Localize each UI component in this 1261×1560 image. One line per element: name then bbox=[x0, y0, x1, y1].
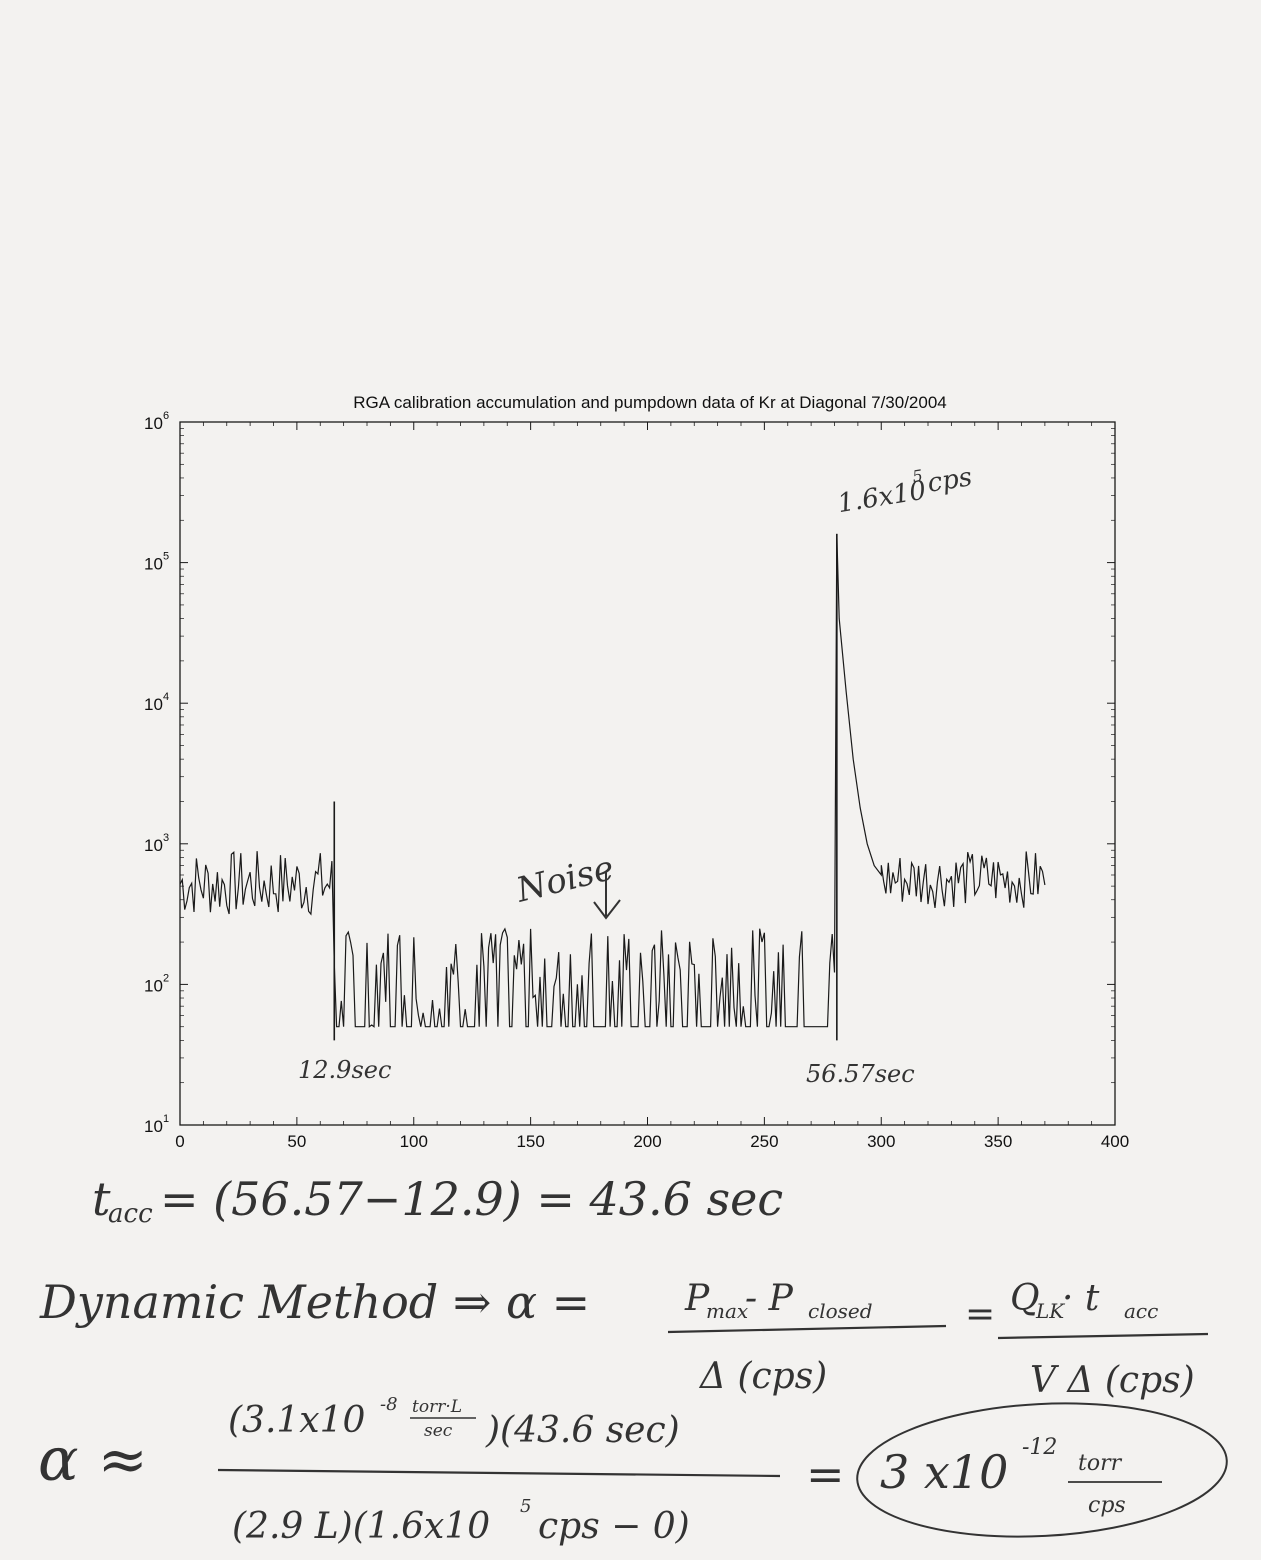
frac2-num: Q bbox=[1010, 1278, 1040, 1319]
marker-label-start: 12.9sec bbox=[298, 1056, 391, 1084]
y-tick-label: 10 bbox=[144, 695, 163, 714]
frac3-unit-top: torr·L bbox=[412, 1397, 462, 1417]
x-tick-label: 50 bbox=[287, 1132, 306, 1151]
frac2-den: V Δ (cps) bbox=[1030, 1360, 1195, 1401]
y-tick-label-exponent: 4 bbox=[163, 691, 169, 703]
fraction-2: Q LK · t acc V Δ (cps) bbox=[997, 1278, 1209, 1401]
chart-title: RGA calibration accumulation and pumpdow… bbox=[353, 393, 947, 412]
plot-frame bbox=[179, 421, 1116, 1126]
frac1-num-mid: - P bbox=[745, 1278, 794, 1319]
y-tick-label: 10 bbox=[144, 414, 163, 433]
result-circle bbox=[856, 1402, 1228, 1538]
axis-ticks bbox=[179, 421, 1116, 1126]
y-tick-label-exponent: 5 bbox=[163, 551, 169, 563]
equals-2: = bbox=[965, 1294, 995, 1335]
time-markers bbox=[333, 533, 838, 1041]
peak-annotation-exponent: 5 bbox=[911, 466, 924, 486]
x-tick-label: 400 bbox=[1101, 1132, 1129, 1151]
frac2-sub-lk: LK bbox=[1035, 1299, 1065, 1323]
frac1-sub-closed: closed bbox=[808, 1299, 873, 1323]
frac3-den-exp: 5 bbox=[520, 1496, 531, 1517]
tacc-symbol: t bbox=[92, 1172, 111, 1226]
noise-label: Noise bbox=[512, 848, 618, 911]
x-tick-label: 150 bbox=[516, 1132, 544, 1151]
frac3-bar bbox=[217, 1468, 781, 1478]
peak-annotation: 1.6x10 5 cps bbox=[836, 462, 975, 519]
x-tick-label: 200 bbox=[633, 1132, 661, 1151]
frac2-sub-acc: acc bbox=[1124, 1299, 1158, 1323]
alpha-approx: α ≈ bbox=[38, 1425, 148, 1495]
frac1-bar bbox=[667, 1324, 947, 1334]
frac3-num-a: (3.1x10 bbox=[228, 1400, 365, 1441]
frac2-num-rest: · t bbox=[1062, 1278, 1100, 1319]
marker-label-end: 56.57sec bbox=[806, 1060, 915, 1088]
series-line bbox=[179, 533, 1046, 1028]
y-tick-label-exponent: 3 bbox=[163, 832, 169, 844]
fraction-3: (3.1x10 -8 torr·L sec )(43.6 sec) (2.9 L… bbox=[217, 1394, 781, 1547]
y-tick-label: 10 bbox=[144, 836, 163, 855]
frac1-sub-max: max bbox=[706, 1299, 748, 1323]
x-tick-label: 300 bbox=[867, 1132, 895, 1151]
noise-arrow-icon bbox=[593, 872, 621, 920]
x-tick-label: 350 bbox=[984, 1132, 1012, 1151]
y-tick-label-exponent: 1 bbox=[163, 1113, 169, 1125]
result-unit-bot: cps bbox=[1088, 1493, 1126, 1518]
frac1-den: Δ (cps) bbox=[698, 1356, 827, 1397]
equals-3: = bbox=[806, 1447, 845, 1501]
tacc-equation: t acc = (56.57−12.9) = 43.6 sec bbox=[92, 1172, 783, 1229]
x-tick-label: 100 bbox=[400, 1132, 428, 1151]
y-tick-label: 10 bbox=[144, 1117, 163, 1136]
frac3-num-exp: -8 bbox=[380, 1394, 398, 1415]
frac2-bar bbox=[997, 1332, 1209, 1340]
result-value: 3 x10 bbox=[880, 1445, 1008, 1499]
y-tick-label: 10 bbox=[144, 555, 163, 574]
tacc-value: = (56.57−12.9) = 43.6 sec bbox=[160, 1172, 783, 1226]
result-unit-top: torr bbox=[1078, 1451, 1123, 1476]
y-tick-label-exponent: 6 bbox=[163, 410, 169, 422]
handwritten-notes: t acc = (56.57−12.9) = 43.6 sec Dynamic … bbox=[38, 1172, 1228, 1547]
fraction-1: P max - P closed Δ (cps) bbox=[667, 1278, 947, 1397]
y-tick-label: 10 bbox=[144, 976, 163, 995]
peak-annotation-unit: cps bbox=[925, 462, 974, 499]
result-circled: 3 x10 -12 torr cps bbox=[856, 1402, 1228, 1538]
y-tick-label-exponent: 2 bbox=[163, 972, 169, 984]
dynamic-method-label: Dynamic Method ⇒ α = bbox=[39, 1275, 590, 1329]
x-tick-label: 0 bbox=[175, 1132, 184, 1151]
x-tick-labels: 0 50 100 150 200 250 300 350 400 bbox=[175, 1132, 1129, 1151]
tacc-subscript: acc bbox=[108, 1199, 153, 1229]
frac3-num-b: )(43.6 sec) bbox=[485, 1410, 680, 1451]
frac3-den-b: cps − 0) bbox=[538, 1506, 690, 1547]
noise-annotation: Noise bbox=[512, 848, 621, 920]
frac1-num: P bbox=[684, 1278, 710, 1319]
x-tick-label: 250 bbox=[750, 1132, 778, 1151]
data-series bbox=[179, 533, 1046, 1028]
frac3-den-a: (2.9 L)(1.6x10 bbox=[232, 1506, 490, 1547]
frac3-unit-bot: sec bbox=[424, 1421, 453, 1441]
result-exp: -12 bbox=[1022, 1435, 1057, 1460]
